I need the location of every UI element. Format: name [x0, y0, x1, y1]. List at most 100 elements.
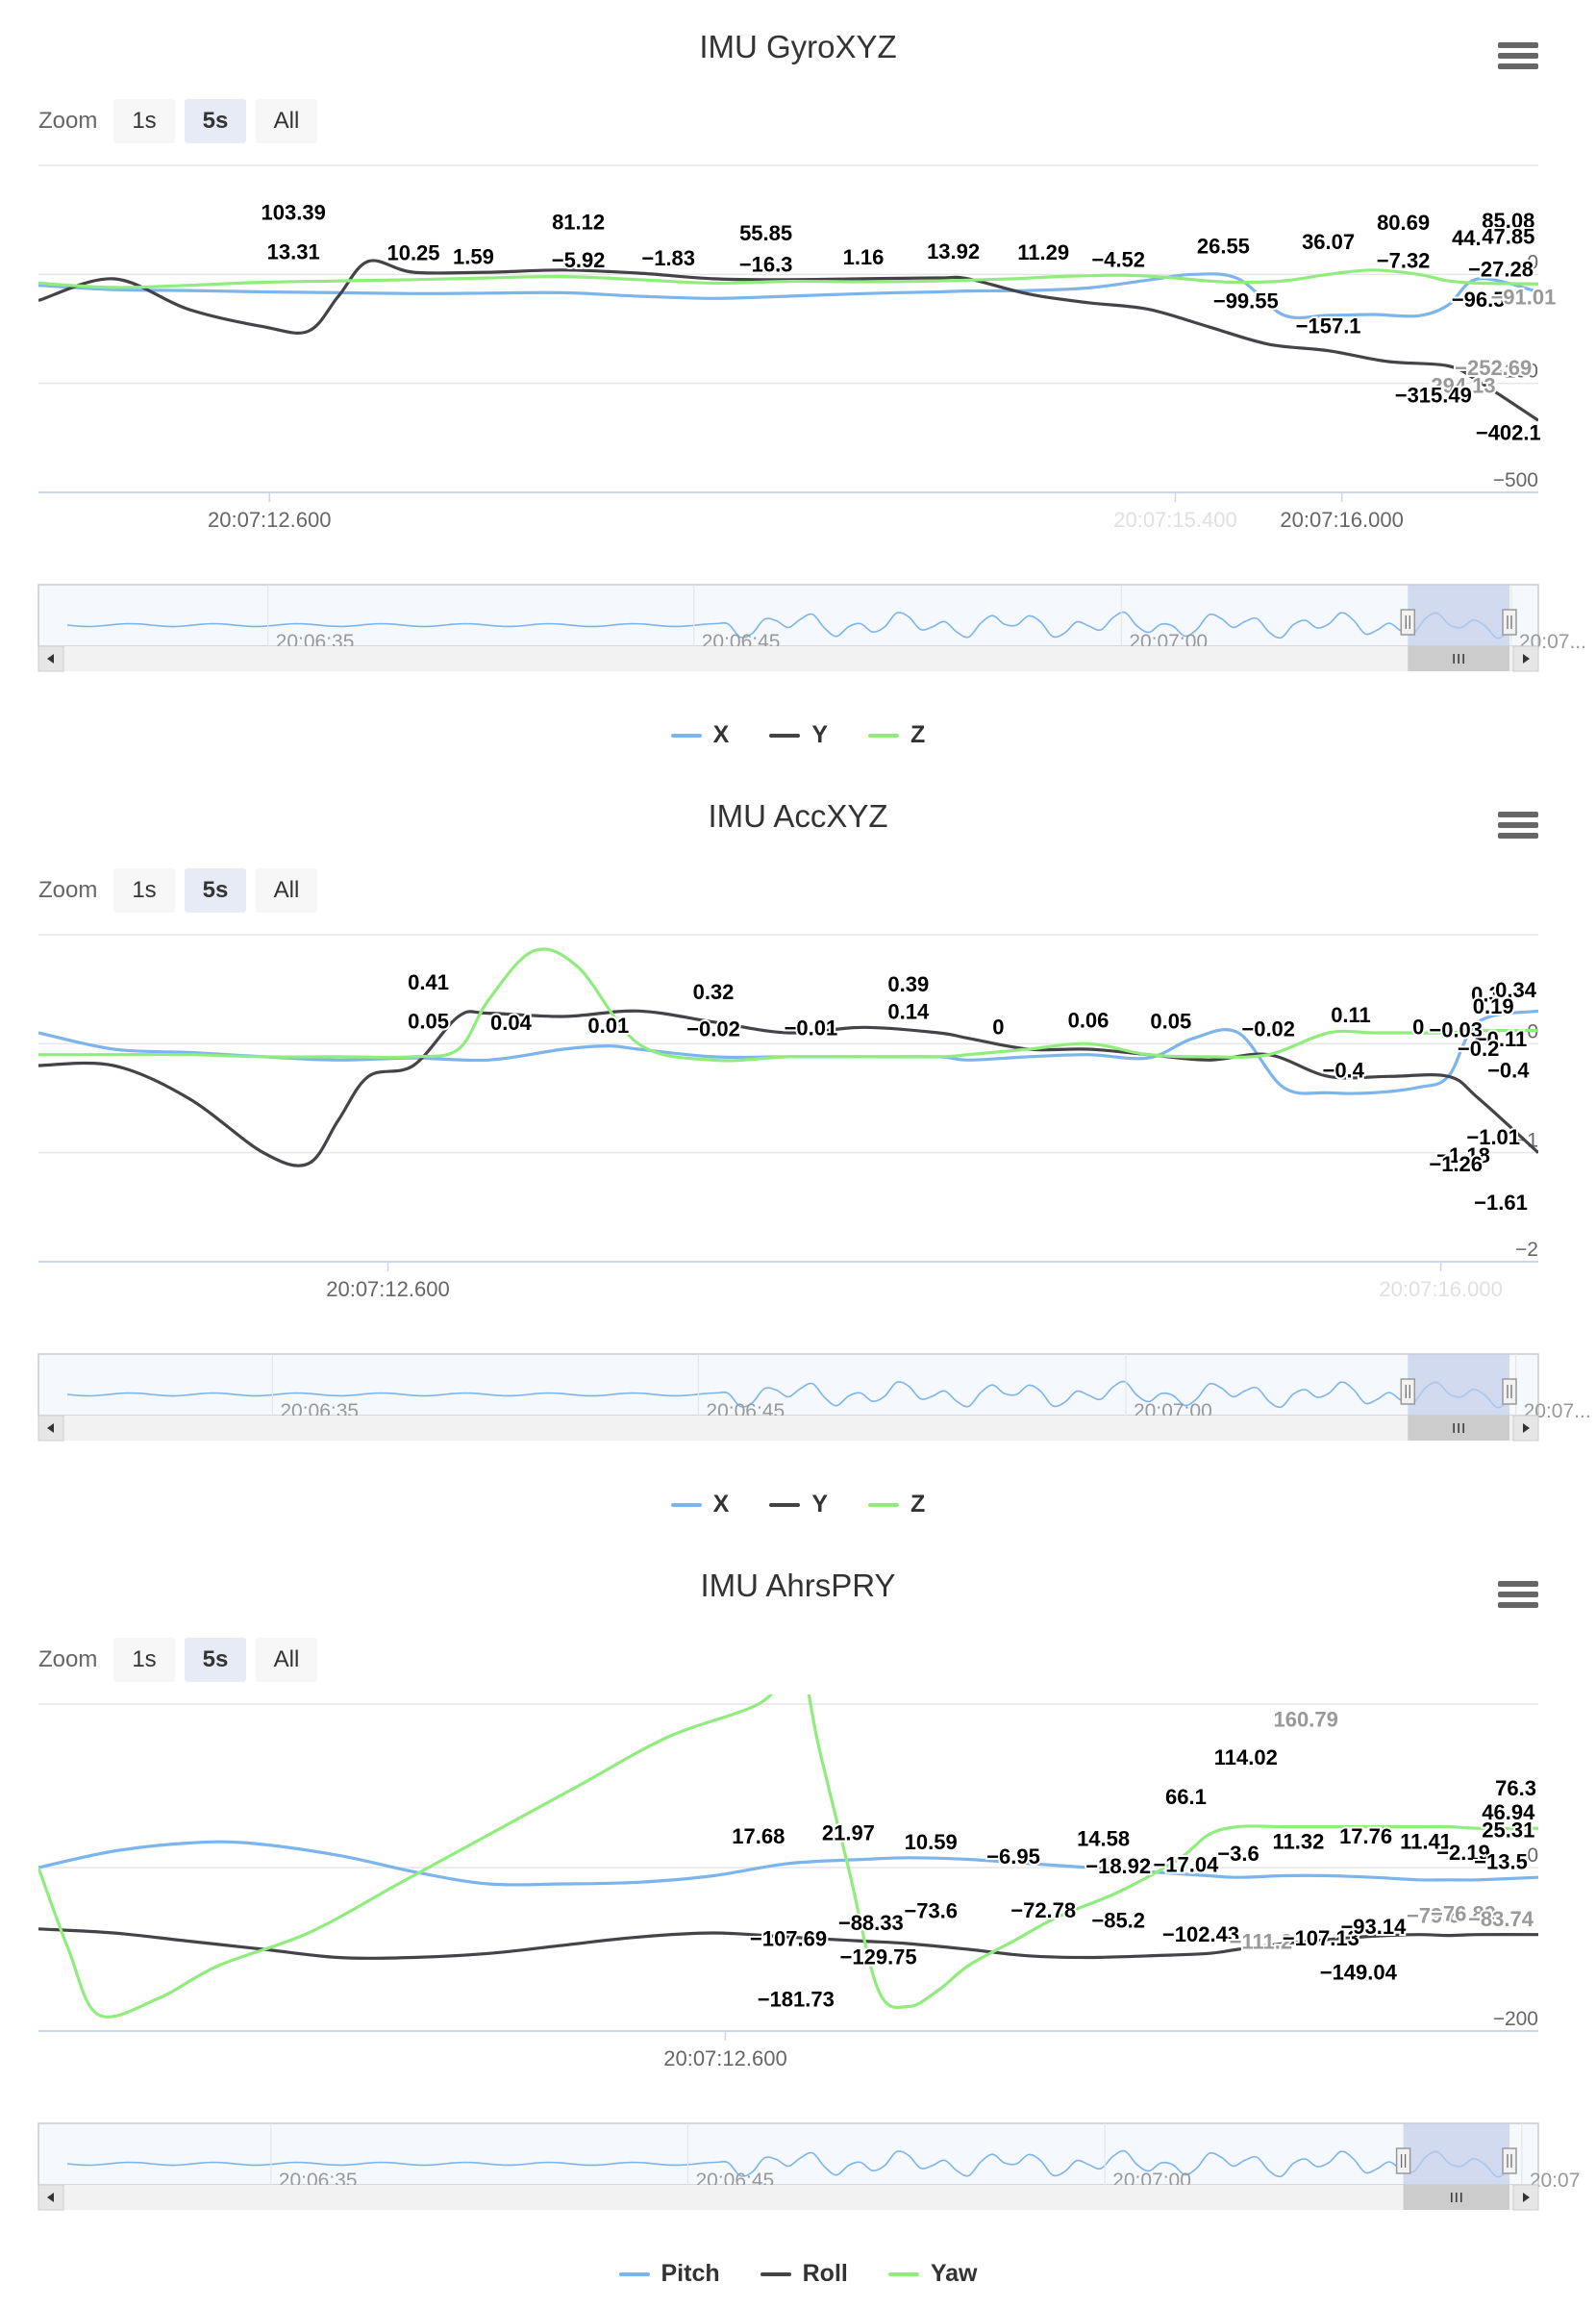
arrow-left-icon [47, 1423, 54, 1433]
series-line-y[interactable] [38, 259, 1538, 422]
data-label: −16.3 [739, 253, 793, 277]
data-label: −72.78 [1010, 1898, 1076, 1922]
hamburger-menu-icon[interactable] [1498, 1581, 1538, 1614]
data-label: −0.4 [1322, 1059, 1364, 1083]
data-label: −93.14 [1340, 1915, 1407, 1939]
navigator-window[interactable] [1403, 2123, 1509, 2185]
navigator-handle[interactable] [1502, 1378, 1517, 1405]
zoom-5s-button[interactable]: 5s [185, 1638, 246, 1682]
data-label: 76.3 [1495, 1776, 1536, 1800]
legend-item-pitch[interactable]: Pitch [618, 2260, 720, 2288]
navigator-area[interactable] [37, 2122, 1539, 2186]
legend-item-y[interactable]: Y [769, 1491, 828, 1518]
data-label: −0.11 [1475, 1027, 1527, 1051]
chart-title: IMU AccXYZ [708, 798, 888, 834]
scrollbar-track[interactable] [38, 646, 1538, 671]
navigator-window[interactable] [1408, 1354, 1509, 1416]
data-label: 17.76 [1339, 1824, 1392, 1848]
data-label: 80.69 [1377, 211, 1430, 235]
legend-label: Z [910, 1491, 926, 1518]
series-line-pitch[interactable] [38, 1840, 1538, 1887]
data-label: 14.58 [1077, 1827, 1130, 1851]
legend-item-z[interactable]: Z [868, 721, 925, 749]
data-label: −149.04 [1320, 1961, 1398, 1985]
zoom-1s-button[interactable]: 1s [113, 1638, 175, 1682]
legend-label: Yaw [930, 2260, 978, 2287]
data-label: −85.2 [1091, 1908, 1145, 1932]
data-label: 0.11 [1331, 1003, 1371, 1027]
zoom-1s-button[interactable]: 1s [113, 868, 175, 913]
acc-chart: IMU AccXYZ Zoom 1s 5s All 0 −1 −2 20:07:12.… [0, 769, 1596, 1539]
zoom-all-button[interactable]: All [256, 1638, 317, 1682]
series-line-y[interactable] [38, 1009, 1538, 1167]
data-label: 21.97 [822, 1820, 875, 1844]
data-label: 25.31 [1482, 1818, 1534, 1842]
data-label: 0.05 [1150, 1010, 1191, 1034]
legend-item-z[interactable]: Z [868, 1491, 925, 1518]
data-label: −1.83 [641, 246, 695, 270]
y-tick-label: 0 [1527, 251, 1538, 273]
navigator-handle[interactable] [1400, 1378, 1416, 1405]
series-line-x[interactable] [38, 272, 1538, 320]
data-label: −0.2 [1458, 1037, 1499, 1061]
data-label: 0.34 [1495, 978, 1537, 1002]
data-label: 36.07 [1302, 230, 1355, 254]
data-label: 66.1 [1165, 1785, 1207, 1809]
arrow-right-icon [1523, 1423, 1530, 1433]
data-label: −0.4 [1487, 1059, 1530, 1083]
legend-item-y[interactable]: Y [769, 721, 828, 749]
data-label: 44.47 [1452, 226, 1505, 250]
data-label: −79.6 [1407, 1904, 1460, 1928]
legend-swatch [760, 2271, 791, 2276]
data-label: 294.13 [1431, 374, 1495, 398]
gyro-plot[interactable]: 0 −250 −500 20:07:12.600 20:07:15.400 20:07:1… [0, 154, 1596, 692]
data-label: −96.5 [1452, 288, 1506, 312]
data-label: 0.14 [887, 999, 930, 1023]
legend-item-yaw[interactable]: Yaw [887, 2260, 978, 2288]
data-label: −27.28 [1468, 258, 1534, 282]
data-label: −76.89 [1431, 1901, 1496, 1925]
data-label: −1.61 [1474, 1191, 1528, 1215]
data-label: −102.43 [1162, 1922, 1239, 1946]
legend-item-x[interactable]: X [670, 721, 729, 749]
zoom-label: Zoom [38, 877, 98, 903]
data-label: −6.95 [986, 1844, 1040, 1869]
legend-item-x[interactable]: X [670, 1491, 729, 1518]
hamburger-menu-icon[interactable] [1498, 42, 1538, 75]
zoom-1s-button[interactable]: 1s [113, 99, 175, 143]
data-label: −2.19 [1436, 1841, 1490, 1865]
navigator-handle[interactable] [1395, 2147, 1411, 2174]
navigator-area[interactable] [37, 584, 1539, 647]
legend: Pitch Roll Yaw [0, 2260, 1596, 2288]
zoom-all-button[interactable]: All [256, 99, 317, 143]
legend-item-roll[interactable]: Roll [760, 2260, 848, 2288]
data-label: 11.41 [1400, 1829, 1452, 1853]
scrollbar-track[interactable] [38, 2185, 1538, 2210]
zoom-5s-button[interactable]: 5s [185, 99, 246, 143]
series-line-roll[interactable] [38, 1927, 1538, 1960]
ahrs-plot[interactable]: 0 −200 20:07:12.600 17.68 21.97 10.59 −6.95 14.… [0, 1693, 1596, 2231]
navigator-handle[interactable] [1502, 609, 1517, 636]
data-label: −1.01 [1466, 1125, 1520, 1149]
navigator-handle[interactable] [1502, 2147, 1517, 2174]
navigator-area[interactable] [37, 1353, 1539, 1417]
ahrs-chart: IMU AhrsPRY Zoom 1s 5s All 0 −200 20:07:12… [0, 1539, 1596, 2308]
navigator-window[interactable] [1408, 585, 1509, 646]
scrollbar-track[interactable] [38, 1416, 1538, 1441]
x-tick-label: 20:07:12.600 [663, 2046, 786, 2070]
navigator-handle[interactable] [1400, 609, 1416, 636]
series-line-yaw[interactable] [38, 1665, 1538, 2019]
data-label: 0.39 [887, 972, 929, 996]
data-label: 1.59 [453, 245, 494, 269]
data-label: 0.06 [1068, 1009, 1110, 1033]
series-line-z[interactable] [38, 947, 1538, 1063]
zoom-label: Zoom [38, 1646, 98, 1672]
legend-label: Roll [802, 2260, 848, 2287]
hamburger-menu-icon[interactable] [1498, 812, 1538, 844]
zoom-all-button[interactable]: All [256, 868, 317, 913]
zoom-5s-button[interactable]: 5s [185, 868, 246, 913]
series-line-z[interactable] [38, 268, 1538, 289]
data-label: −83.74 [1468, 1907, 1534, 1931]
